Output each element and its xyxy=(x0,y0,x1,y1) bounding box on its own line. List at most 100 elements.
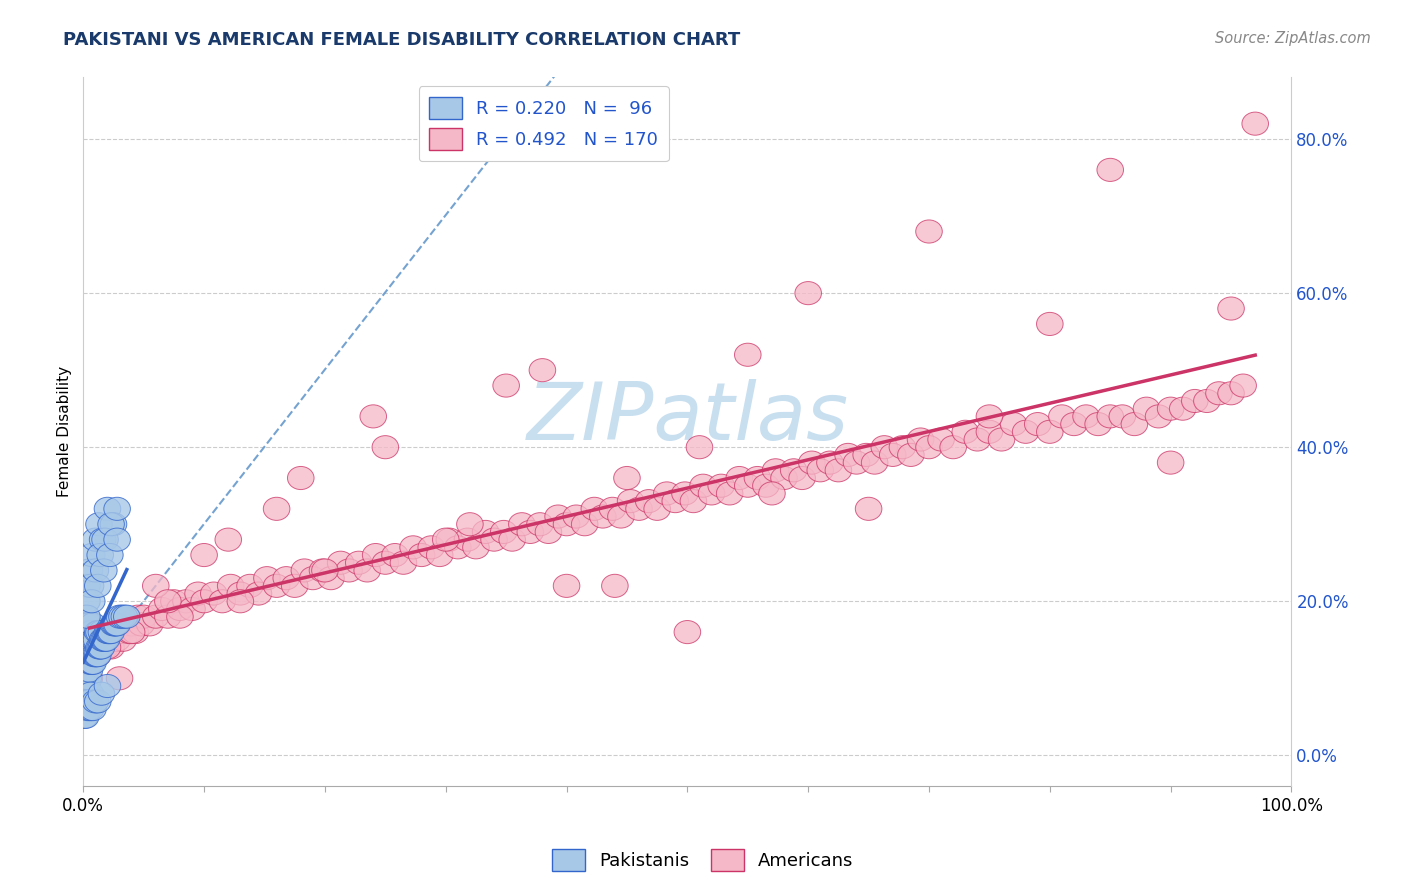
Ellipse shape xyxy=(354,559,381,582)
Ellipse shape xyxy=(312,559,339,582)
Ellipse shape xyxy=(142,605,169,628)
Ellipse shape xyxy=(1218,297,1244,320)
Ellipse shape xyxy=(115,621,142,644)
Ellipse shape xyxy=(835,443,862,467)
Ellipse shape xyxy=(391,551,416,574)
Ellipse shape xyxy=(173,590,200,613)
Ellipse shape xyxy=(96,621,122,644)
Ellipse shape xyxy=(1073,405,1099,428)
Ellipse shape xyxy=(381,543,408,566)
Ellipse shape xyxy=(104,613,131,636)
Ellipse shape xyxy=(75,628,101,651)
Ellipse shape xyxy=(191,543,218,566)
Ellipse shape xyxy=(336,559,363,582)
Ellipse shape xyxy=(94,621,121,644)
Ellipse shape xyxy=(84,690,111,713)
Ellipse shape xyxy=(72,605,98,628)
Ellipse shape xyxy=(509,513,536,536)
Ellipse shape xyxy=(84,621,111,644)
Ellipse shape xyxy=(77,682,104,706)
Ellipse shape xyxy=(794,282,821,305)
Ellipse shape xyxy=(86,636,112,659)
Ellipse shape xyxy=(617,490,644,513)
Ellipse shape xyxy=(309,559,336,582)
Ellipse shape xyxy=(80,698,107,721)
Ellipse shape xyxy=(215,528,242,551)
Ellipse shape xyxy=(94,628,121,651)
Ellipse shape xyxy=(744,467,770,490)
Ellipse shape xyxy=(799,451,825,475)
Ellipse shape xyxy=(91,628,118,651)
Ellipse shape xyxy=(97,543,124,566)
Ellipse shape xyxy=(75,666,101,690)
Text: ZIPatlas: ZIPatlas xyxy=(526,378,848,457)
Ellipse shape xyxy=(408,543,434,566)
Ellipse shape xyxy=(73,644,98,666)
Ellipse shape xyxy=(915,435,942,458)
Ellipse shape xyxy=(155,605,181,628)
Ellipse shape xyxy=(281,574,308,598)
Ellipse shape xyxy=(662,490,689,513)
Ellipse shape xyxy=(862,451,889,475)
Ellipse shape xyxy=(880,443,905,467)
Ellipse shape xyxy=(98,513,124,536)
Ellipse shape xyxy=(928,428,955,451)
Ellipse shape xyxy=(1133,397,1160,420)
Ellipse shape xyxy=(82,559,108,582)
Ellipse shape xyxy=(72,706,98,729)
Ellipse shape xyxy=(94,674,121,698)
Ellipse shape xyxy=(76,690,103,713)
Ellipse shape xyxy=(457,513,484,536)
Ellipse shape xyxy=(160,590,187,613)
Ellipse shape xyxy=(1241,112,1268,136)
Ellipse shape xyxy=(83,628,110,651)
Ellipse shape xyxy=(73,621,100,644)
Ellipse shape xyxy=(101,613,128,636)
Ellipse shape xyxy=(84,644,111,666)
Ellipse shape xyxy=(90,628,117,651)
Ellipse shape xyxy=(780,458,807,482)
Ellipse shape xyxy=(79,636,105,659)
Ellipse shape xyxy=(1025,412,1052,435)
Ellipse shape xyxy=(98,636,124,659)
Ellipse shape xyxy=(472,520,499,543)
Ellipse shape xyxy=(136,613,163,636)
Ellipse shape xyxy=(770,467,797,490)
Ellipse shape xyxy=(128,613,155,636)
Ellipse shape xyxy=(79,590,105,613)
Ellipse shape xyxy=(73,682,98,706)
Ellipse shape xyxy=(76,644,103,666)
Ellipse shape xyxy=(90,559,117,582)
Ellipse shape xyxy=(84,644,111,666)
Ellipse shape xyxy=(1049,405,1076,428)
Ellipse shape xyxy=(965,428,991,451)
Ellipse shape xyxy=(644,497,671,520)
Ellipse shape xyxy=(73,628,98,651)
Ellipse shape xyxy=(253,566,280,590)
Ellipse shape xyxy=(1194,390,1220,412)
Ellipse shape xyxy=(77,698,104,721)
Ellipse shape xyxy=(149,598,176,621)
Ellipse shape xyxy=(607,505,634,528)
Ellipse shape xyxy=(218,574,245,598)
Ellipse shape xyxy=(1170,397,1197,420)
Ellipse shape xyxy=(76,628,103,651)
Ellipse shape xyxy=(76,666,103,690)
Ellipse shape xyxy=(807,458,834,482)
Ellipse shape xyxy=(1157,397,1184,420)
Ellipse shape xyxy=(463,536,489,559)
Ellipse shape xyxy=(89,682,115,706)
Ellipse shape xyxy=(77,574,104,598)
Ellipse shape xyxy=(373,551,399,574)
Ellipse shape xyxy=(681,490,707,513)
Ellipse shape xyxy=(360,405,387,428)
Ellipse shape xyxy=(399,536,426,559)
Ellipse shape xyxy=(83,644,110,666)
Ellipse shape xyxy=(82,528,108,551)
Ellipse shape xyxy=(1036,312,1063,335)
Ellipse shape xyxy=(80,636,107,659)
Ellipse shape xyxy=(1218,382,1244,405)
Ellipse shape xyxy=(155,590,181,613)
Ellipse shape xyxy=(1060,412,1087,435)
Ellipse shape xyxy=(72,698,98,721)
